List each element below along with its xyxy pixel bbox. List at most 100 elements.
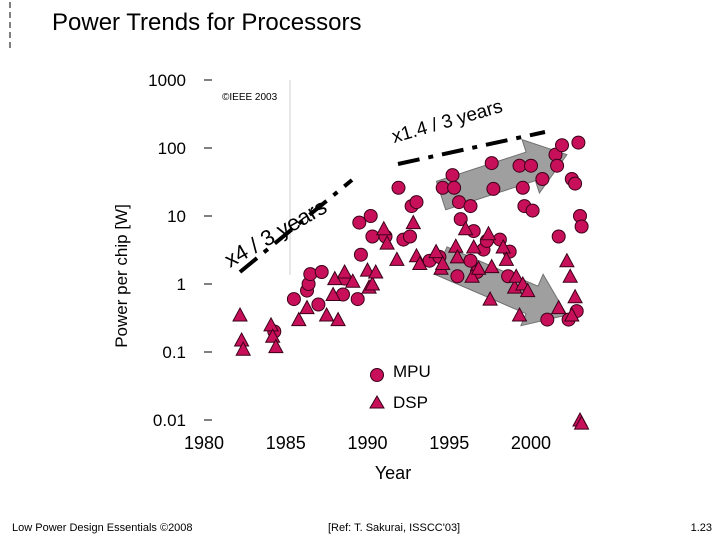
- title-accent-bar: [0, 0, 12, 50]
- dsp-point: [233, 331, 250, 347]
- legend-mpu-marker: [370, 368, 384, 382]
- mpu-point: [574, 219, 589, 234]
- dsp-point: [519, 282, 536, 298]
- x-tick-label: 2000: [511, 433, 551, 453]
- mpu-point: [463, 253, 478, 268]
- mpu-point: [551, 229, 566, 244]
- dsp-point: [428, 243, 444, 259]
- dsp-point: [336, 263, 353, 279]
- copyright-note: ©IEEE 2003: [222, 92, 278, 103]
- dsp-point: [411, 255, 428, 270]
- mpu-point: [445, 168, 460, 183]
- x-axis-label: Year: [375, 463, 411, 483]
- legend-dsp-marker: [369, 395, 385, 409]
- dsp-point: [364, 275, 381, 291]
- dsp-point: [498, 251, 515, 266]
- mpu-point: [363, 209, 378, 223]
- plot-area: [204, 79, 291, 421]
- mpu-point: [450, 269, 465, 284]
- dsp-point: [470, 260, 487, 275]
- scatter-markers: [232, 135, 590, 430]
- dsp-point: [263, 316, 279, 332]
- x-tick-label: 1995: [429, 433, 469, 453]
- x-tick-label: 1990: [347, 433, 387, 453]
- y-tick-label: 1000: [148, 71, 186, 90]
- legend-dsp-label: DSP: [393, 393, 428, 412]
- mpu-point: [447, 180, 462, 195]
- y-tick-label: 1: [177, 275, 186, 294]
- mpu-point: [353, 247, 368, 262]
- dsp-point: [268, 338, 284, 354]
- mpu-point: [352, 215, 367, 230]
- mpu-point: [350, 292, 365, 307]
- dsp-point: [449, 248, 466, 264]
- y-tick-label: 0.01: [153, 411, 186, 430]
- dsp-point: [264, 328, 281, 343]
- mpu-point: [314, 265, 329, 279]
- annotation-x4: x4 / 3 years: [220, 194, 331, 273]
- mpu-point: [515, 180, 530, 195]
- y-axis-label: Power per chip [W]: [112, 204, 131, 348]
- x-tick-label: 1980: [184, 433, 224, 453]
- footer-right: 1.23: [691, 522, 712, 534]
- footer-left: Low Power Design Essentials ©2008: [12, 522, 193, 534]
- y-tick-label: 100: [158, 139, 186, 158]
- dsp-point: [559, 252, 575, 268]
- y-tick-labels: 1000 100 10 1 0.1 0.01: [148, 71, 186, 430]
- dsp-point: [508, 268, 525, 283]
- dsp-point: [563, 306, 580, 322]
- dsp-point: [482, 291, 498, 306]
- mpu-point: [303, 267, 318, 282]
- x-tick-label: 1985: [266, 433, 306, 453]
- dsp-point: [495, 238, 512, 254]
- dsp-point: [379, 235, 395, 250]
- x-tick-labels: 1980 1985 1990 1995 2000: [184, 433, 551, 453]
- legend: MPU DSP: [369, 362, 431, 412]
- dsp-point: [464, 268, 480, 283]
- mpu-point: [409, 195, 424, 210]
- dsp-point: [511, 306, 528, 322]
- dsp-point: [344, 273, 361, 288]
- dsp-point: [567, 288, 583, 304]
- y-tick-label: 0.1: [162, 343, 186, 362]
- mpu-point: [524, 158, 538, 173]
- mpu-point: [525, 203, 540, 218]
- dsp-point: [367, 263, 384, 279]
- dsp-point: [232, 306, 248, 322]
- mpu-point: [311, 297, 326, 312]
- mpu-point: [568, 176, 583, 191]
- mpu-point: [535, 172, 550, 186]
- dsp-point: [235, 341, 252, 356]
- mpu-point: [484, 156, 499, 171]
- mpu-point: [463, 199, 478, 214]
- footer-center: [Ref: T. Sakurai, ISSCC'03]: [328, 522, 460, 534]
- dsp-point: [434, 255, 451, 270]
- mpu-point: [555, 138, 569, 153]
- mpu-point: [403, 229, 417, 244]
- dsp-point: [465, 238, 482, 254]
- dsp-point: [483, 258, 500, 274]
- dsp-point: [457, 220, 474, 236]
- mpu-point: [391, 180, 406, 195]
- mpu-point: [365, 229, 380, 244]
- trend-lines: [238, 130, 546, 274]
- dsp-point: [405, 214, 422, 230]
- dsp-point: [318, 306, 335, 322]
- dsp-point: [573, 415, 590, 430]
- trend-line-x14: [397, 130, 546, 166]
- dsp-point: [389, 251, 405, 266]
- dsp-point: [299, 299, 315, 315]
- mpu-point: [486, 181, 501, 196]
- y-tick-label: 10: [167, 207, 186, 226]
- dsp-point: [480, 225, 497, 241]
- mpu-point: [286, 292, 301, 307]
- legend-mpu-label: MPU: [393, 362, 431, 381]
- dsp-point: [562, 268, 579, 283]
- dsp-point: [550, 299, 567, 315]
- slide-title: Power Trends for Processors: [52, 9, 361, 36]
- mpu-point: [571, 135, 586, 150]
- dsp-point: [330, 311, 346, 327]
- dsp-point: [447, 238, 464, 253]
- annotation-x14: x1.4 / 3 years: [390, 96, 505, 148]
